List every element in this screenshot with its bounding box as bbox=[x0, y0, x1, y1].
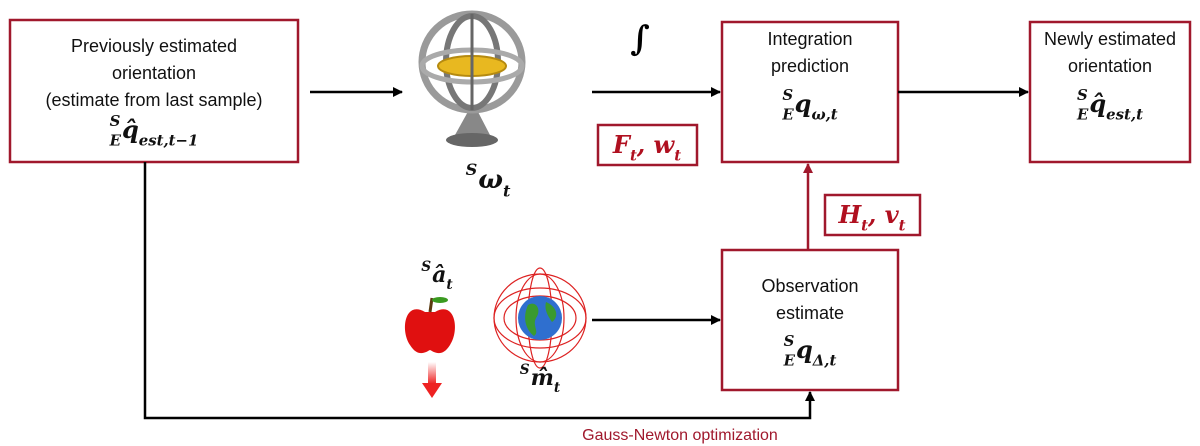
earth-icon bbox=[494, 268, 586, 368]
math-token: E bbox=[781, 106, 794, 124]
node-text: Observation bbox=[761, 276, 858, 296]
node-text: prediction bbox=[771, 56, 849, 76]
math-token: t bbox=[899, 217, 906, 235]
math-token: est,t−1 bbox=[139, 132, 199, 150]
math-token: S bbox=[1077, 86, 1088, 104]
math-token: E bbox=[783, 352, 796, 370]
math-token: S bbox=[782, 86, 793, 104]
math-token: S bbox=[110, 112, 121, 130]
math-token: , bbox=[867, 200, 885, 229]
node-text: orientation bbox=[1068, 56, 1152, 76]
math-token: q bbox=[795, 89, 812, 118]
math-token: q̂ bbox=[122, 115, 139, 144]
node-text: estimate bbox=[776, 303, 844, 323]
math-token: t bbox=[674, 147, 681, 165]
integral-symbol: ∫ bbox=[630, 19, 650, 59]
math-token: , bbox=[636, 130, 654, 159]
math-token: m̂ bbox=[531, 365, 554, 391]
math-token: w bbox=[654, 130, 676, 159]
math-token: S bbox=[466, 160, 478, 179]
node-text: (estimate from last sample) bbox=[45, 90, 262, 110]
math-token: q̂ bbox=[1089, 89, 1106, 118]
math-token: q bbox=[796, 335, 813, 364]
math-token: t bbox=[503, 181, 511, 200]
gyroscope-icon bbox=[422, 14, 522, 147]
math-token: Δ,t bbox=[812, 352, 837, 370]
math-token: E bbox=[1076, 106, 1089, 124]
node-text: Previously estimated bbox=[71, 36, 237, 56]
math-token: S bbox=[784, 332, 795, 350]
node-text: Newly estimated bbox=[1044, 29, 1176, 49]
math-token: v bbox=[885, 200, 900, 229]
optimization-label: Gauss-Newton optimization bbox=[582, 427, 778, 444]
node-text: orientation bbox=[112, 63, 196, 83]
math-token: ω,t bbox=[811, 106, 837, 124]
math-token: F bbox=[612, 130, 632, 159]
math-token: S bbox=[421, 259, 431, 275]
math-token: H bbox=[837, 200, 862, 229]
math-token: t bbox=[446, 277, 453, 293]
math-token: ω bbox=[478, 165, 503, 195]
math-token: S bbox=[520, 362, 530, 378]
diagram: ∫ Gauss-Newton optimization Previously e… bbox=[0, 0, 1200, 446]
apple-icon bbox=[405, 297, 455, 398]
math-token: â bbox=[432, 262, 446, 288]
math-token: t bbox=[554, 380, 561, 396]
math-token: est,t bbox=[1106, 106, 1143, 124]
math-token: E bbox=[109, 132, 122, 150]
node-text: Integration bbox=[767, 29, 852, 49]
arrow bbox=[145, 162, 810, 418]
